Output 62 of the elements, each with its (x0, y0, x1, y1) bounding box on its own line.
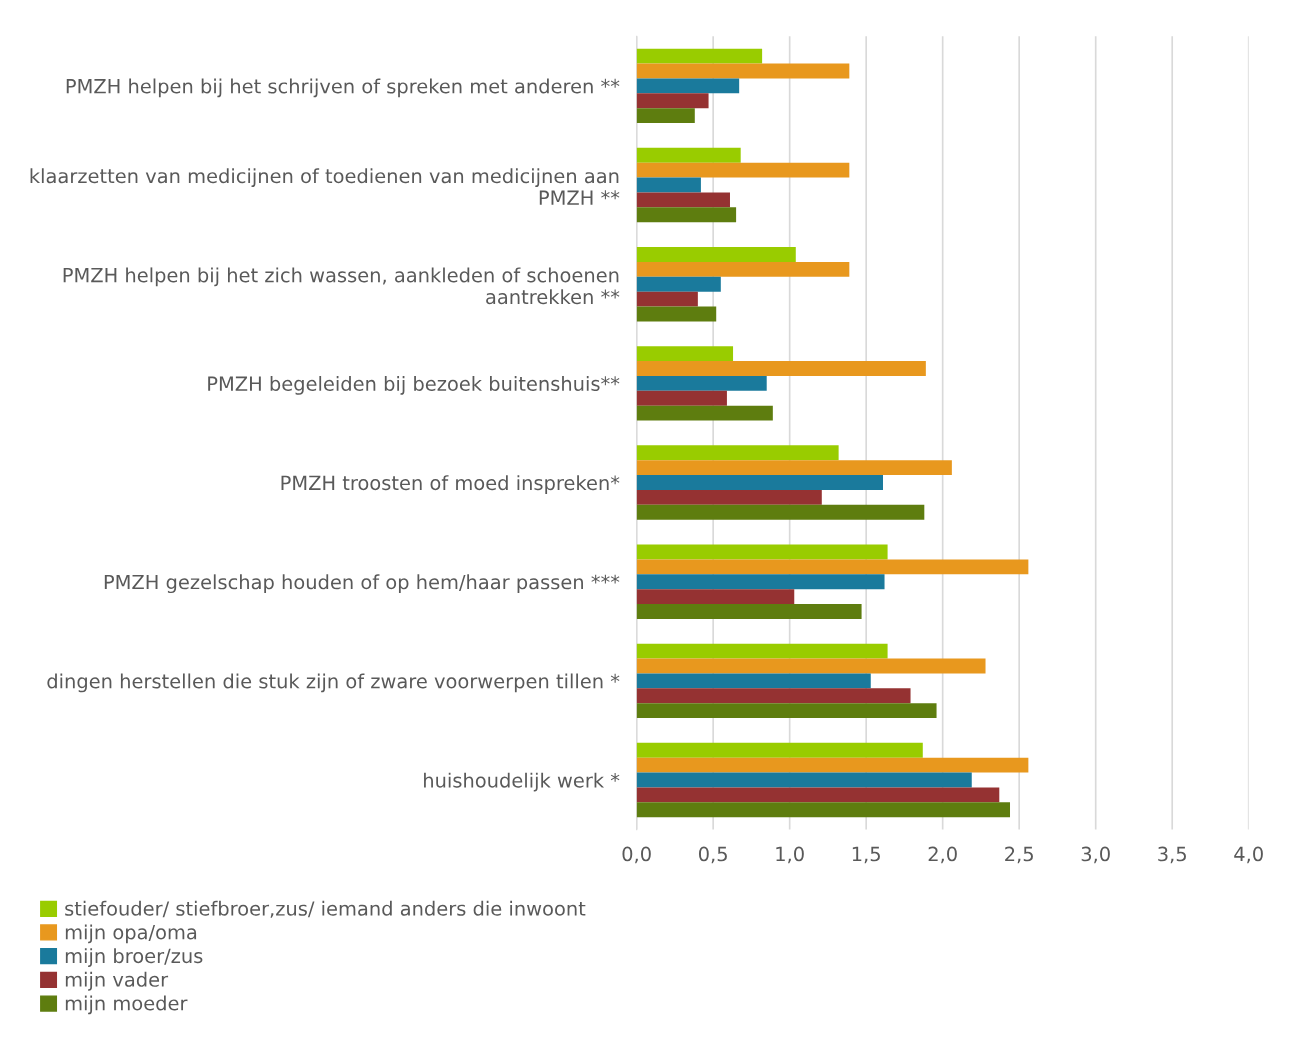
bar (636, 787, 1000, 803)
bar (636, 475, 883, 490)
x-tick-label: 4,0 (1234, 846, 1263, 864)
bar (636, 489, 822, 505)
y-tick-label: PMZH troosten of moed inspreken* (281, 475, 620, 494)
bar (636, 772, 972, 788)
legend-label: mijn broer/zus (65, 948, 203, 967)
y-tick-label: huishoudelijk werk * (424, 772, 620, 792)
bar (636, 108, 695, 124)
y-tick-label: PMZH helpen bij het schrijven of spreken met anderen ** (66, 78, 620, 98)
bar (636, 162, 850, 178)
bar (636, 559, 1029, 575)
bar (636, 688, 911, 704)
bar (636, 390, 727, 406)
bar (636, 544, 888, 560)
bar (636, 192, 730, 208)
legend-label: mijn vader (65, 971, 169, 991)
x-tick-label: 3,0 (1081, 846, 1110, 864)
bar (636, 604, 862, 619)
bar (636, 643, 888, 659)
bar (636, 346, 734, 362)
bar (636, 93, 709, 109)
bar (636, 147, 741, 163)
bar (636, 375, 767, 391)
bar (636, 574, 885, 590)
y-tick-label: PMZH gezelschap houden of op hem/haar passen *** (104, 574, 620, 594)
bar (636, 78, 740, 94)
y-tick-label: PMZH begeleiden bij bezoek buitenshuis** (208, 375, 620, 395)
bar (636, 247, 796, 262)
x-tick-label: 1,0 (776, 846, 804, 864)
bar (636, 802, 1011, 818)
bar (636, 742, 923, 758)
bar (636, 504, 925, 520)
y-tick-label: PMZH helpen bij het zich wassen, aankleden of schoenen aantrekken ** (63, 267, 620, 305)
bar (636, 48, 763, 64)
x-tick-label: 0,0 (622, 846, 651, 864)
bar (636, 63, 850, 79)
bar (636, 306, 717, 322)
x-tick-label: 3,5 (1158, 846, 1186, 864)
bar (636, 291, 698, 307)
bar (636, 757, 1029, 773)
x-tick-label: 1,5 (852, 846, 880, 864)
bar (636, 207, 737, 223)
y-tick-label: klaarzetten van medicijnen of toedienen van medicijnen aan PMZH ** (30, 168, 620, 205)
bar (636, 361, 926, 376)
x-tick-label: 2,5 (1005, 846, 1033, 864)
bar (636, 445, 839, 461)
legend-label: mijn opa/oma (65, 924, 197, 944)
legend-label: mijn moeder (65, 995, 188, 1015)
x-tick-label: 2,0 (928, 846, 957, 864)
bar (636, 177, 701, 193)
bar (636, 589, 795, 604)
bar (636, 658, 986, 674)
bar (636, 673, 871, 689)
bar (636, 276, 721, 292)
bar (636, 460, 952, 476)
x-tick-label: 0,5 (698, 846, 727, 864)
bar (636, 703, 937, 719)
legend-label: stiefouder/ stiefbroer,zus/ iemand anders die inwoont (65, 900, 586, 918)
y-tick-label: dingen herstellen die stuk zijn of zware voorwerpen tillen * (47, 673, 620, 693)
bar (636, 261, 850, 277)
bar (636, 405, 773, 421)
